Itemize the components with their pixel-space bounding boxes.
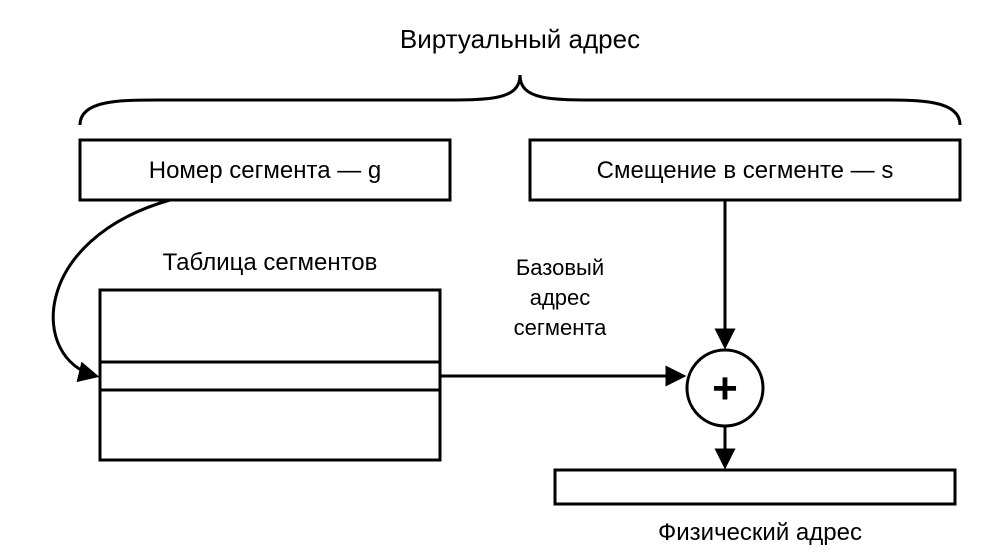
segment-number-label: Номер сегмента — g bbox=[149, 157, 382, 184]
arrow-segnum-to-table bbox=[53, 200, 170, 376]
segment-offset-label: Смещение в сегменте — s bbox=[597, 157, 894, 184]
segment-table-title: Таблица сегментов bbox=[163, 249, 378, 276]
base-addr-label-2: адрес bbox=[530, 285, 591, 310]
base-addr-label-1: Базовый bbox=[516, 255, 604, 280]
base-addr-label-3: сегмента bbox=[514, 315, 608, 340]
physical-address-label: Физический адрес bbox=[658, 519, 862, 546]
title-label: Виртуальный адрес bbox=[400, 24, 640, 54]
box-segment-table bbox=[100, 290, 440, 460]
brace-top bbox=[80, 75, 960, 125]
box-physical-address bbox=[555, 470, 955, 504]
adder-plus: + bbox=[712, 364, 738, 413]
